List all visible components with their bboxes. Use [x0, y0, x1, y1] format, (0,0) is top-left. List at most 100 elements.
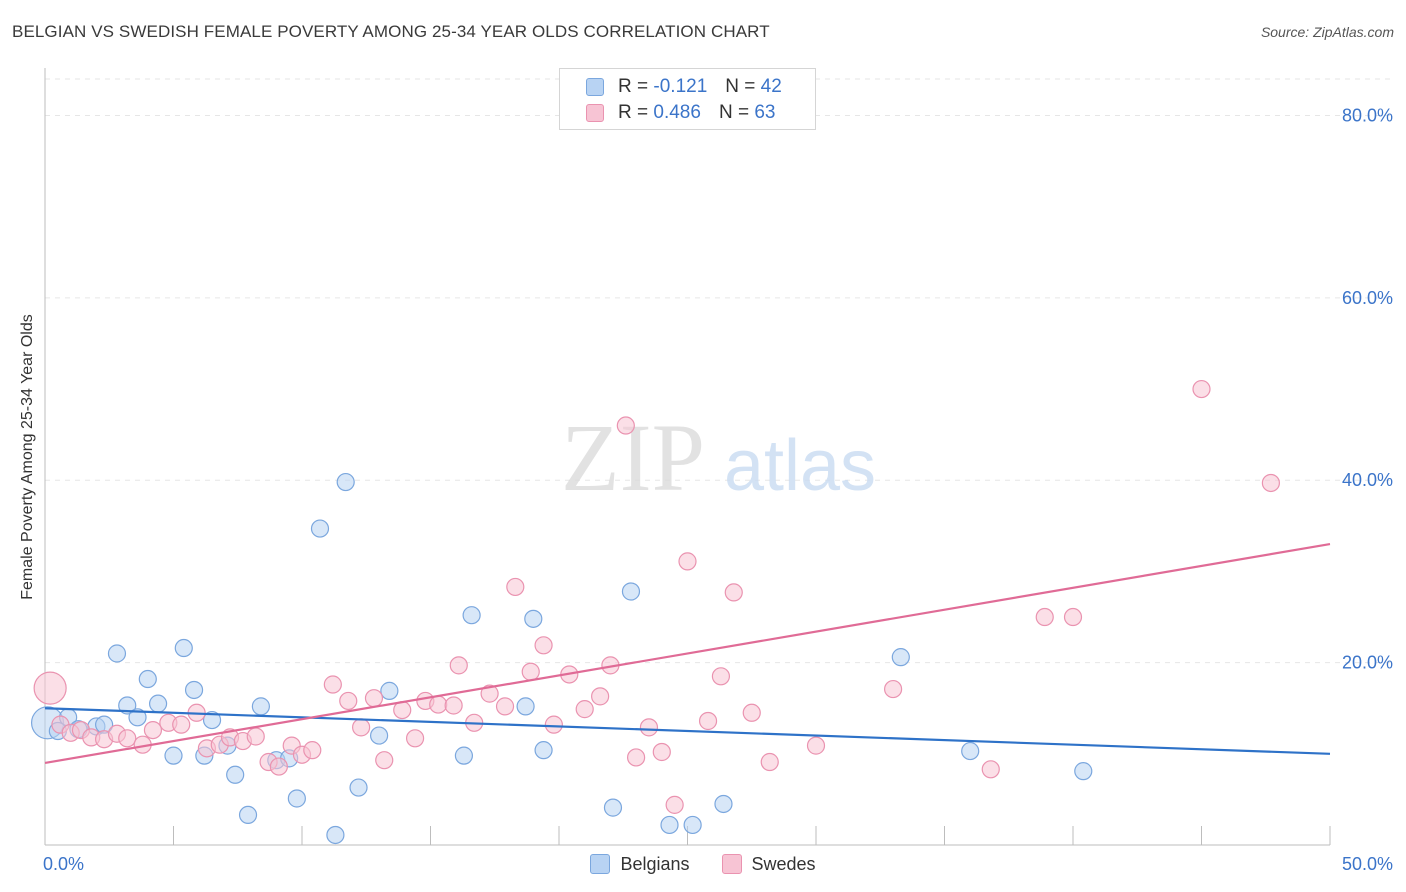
point-swedes [172, 715, 191, 734]
point-swedes [521, 662, 540, 681]
point-swedes [246, 727, 265, 746]
legend-swatch-belgians [586, 78, 604, 96]
point-belgians [310, 519, 330, 538]
point-belgians [349, 778, 368, 797]
point-swedes [303, 741, 322, 760]
point-belgians [336, 472, 355, 492]
point-swedes [364, 689, 384, 708]
point-belgians [524, 609, 543, 628]
point-belgians [534, 741, 553, 760]
point-swedes [405, 729, 425, 748]
legend-swatch-belgians [590, 854, 611, 874]
point-swedes [665, 795, 684, 814]
point-swedes [981, 760, 1000, 779]
point-swedes [480, 684, 499, 703]
chart-title: BELGIAN VS SWEDISH FEMALE POVERTY AMONG … [12, 22, 770, 41]
legend-item-swedes[interactable]: Swedes [721, 854, 816, 875]
point-belgians [380, 681, 399, 700]
point-swedes [444, 696, 463, 715]
tick-labels: 20.0% 40.0% 60.0% 80.0% 0.0% 50.0% [43, 105, 1393, 874]
point-swedes [742, 703, 761, 722]
point-swedes [143, 720, 163, 740]
y-tick-label: 40.0% [1342, 470, 1393, 490]
point-swedes [33, 671, 67, 705]
legend-swatch-swedes [586, 104, 604, 122]
point-swedes [495, 697, 515, 716]
point-belgians [683, 815, 702, 835]
point-swedes [591, 687, 610, 706]
point-swedes [678, 552, 697, 571]
point-belgians [251, 697, 270, 716]
legend-r-value: 0.486 [653, 102, 701, 123]
point-swedes [429, 695, 448, 714]
legend-n-label: N = [718, 102, 750, 123]
point-swedes [652, 742, 671, 762]
point-belgians [660, 815, 679, 835]
point-swedes [883, 679, 903, 699]
point-belgians [128, 708, 147, 727]
legend-series: Belgians Swedes [0, 852, 1406, 876]
point-swedes [575, 700, 594, 719]
point-swedes [724, 583, 743, 602]
point-belgians [370, 726, 389, 745]
point-belgians [138, 669, 157, 689]
point-belgians [148, 694, 168, 713]
watermark: ZIP atlas [561, 404, 876, 511]
trend-lines [44, 542, 1331, 765]
point-belgians [174, 638, 193, 658]
point-belgians [202, 710, 222, 730]
point-swedes [544, 715, 563, 734]
x-tick-label: 0.0% [43, 854, 84, 874]
point-swedes [1192, 379, 1211, 399]
watermark-atlas: atlas [724, 426, 876, 506]
point-swedes [711, 667, 731, 686]
y-tick-label: 20.0% [1342, 653, 1393, 673]
data-points [30, 379, 1280, 845]
legend-label-belgians: Belgians [620, 853, 690, 874]
point-swedes [698, 711, 718, 731]
legend-stats: R = -0.121 N = 42 R = 0.486 N = 63 [559, 68, 816, 130]
point-belgians [1074, 762, 1093, 781]
y-tick-label: 80.0% [1342, 105, 1393, 125]
legend-r-label: R = [618, 76, 649, 97]
x-tick-label: 50.0% [1342, 854, 1393, 874]
point-belgians [118, 696, 137, 715]
legend-row-belgians: R = -0.121 N = 42 [586, 74, 782, 100]
point-belgians [326, 825, 345, 845]
point-belgians [226, 765, 245, 784]
point-belgians [603, 798, 623, 817]
point-swedes [1261, 473, 1280, 493]
legend-item-belgians[interactable]: Belgians [590, 853, 690, 875]
point-belgians [287, 789, 306, 808]
point-belgians [184, 680, 204, 700]
chart-source: Source: ZipAtlas.com [1260, 24, 1394, 40]
point-belgians [454, 746, 474, 765]
point-belgians [516, 697, 535, 716]
point-swedes [506, 577, 525, 597]
point-belgians [462, 606, 481, 625]
legend-row-swedes: R = 0.486 N = 63 [586, 100, 775, 126]
point-swedes [1035, 607, 1054, 627]
legend-n-value: 63 [754, 102, 776, 123]
legend-r-value: -0.121 [653, 76, 708, 97]
point-belgians [961, 741, 980, 761]
point-belgians [238, 805, 258, 825]
legend-n-value: 42 [760, 76, 782, 97]
point-swedes [118, 729, 137, 748]
y-tick-label: 60.0% [1342, 288, 1393, 308]
point-swedes [639, 718, 659, 737]
legend-swatch-swedes [721, 854, 742, 874]
point-swedes [352, 718, 371, 737]
point-belgians [891, 648, 910, 667]
point-swedes [323, 675, 342, 694]
point-belgians [107, 644, 127, 663]
point-swedes [339, 691, 358, 711]
point-swedes [616, 416, 635, 435]
legend-r-label: R = [618, 102, 649, 123]
point-belgians [714, 794, 733, 814]
point-belgians [164, 746, 183, 765]
point-swedes [626, 748, 646, 767]
point-swedes [760, 752, 779, 772]
point-swedes [534, 636, 553, 655]
